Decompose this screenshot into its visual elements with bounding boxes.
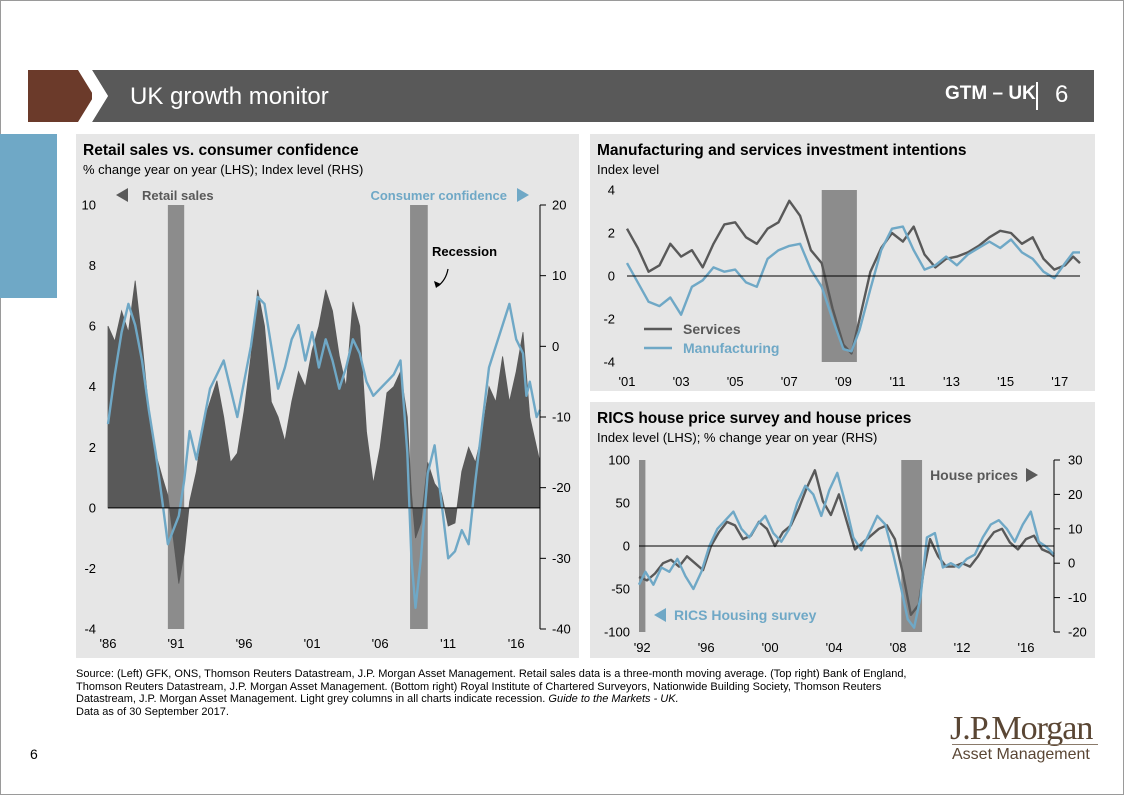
y-tick-label-right: 30 — [1068, 453, 1082, 468]
legend-label-services: Services — [683, 321, 741, 337]
header-page-number: 6 — [1055, 81, 1069, 108]
y-tick-label-left: 0 — [623, 539, 630, 554]
x-tick-label: '11 — [889, 374, 905, 389]
arrow-right-icon — [1026, 468, 1038, 482]
y-tick-label-left: 8 — [89, 258, 96, 273]
retail-chart-panel: Retail sales vs. consumer confidence % c… — [76, 134, 579, 658]
rics-chart-panel: RICS house price survey and house prices… — [590, 402, 1095, 658]
x-tick-label: '03 — [673, 374, 690, 389]
chart-subtitle: Index level — [597, 162, 660, 177]
chart-subtitle: % change year on year (LHS); Index level… — [83, 162, 364, 177]
y-tick-label-left: 2 — [89, 440, 96, 455]
source-text: Source: (Left) GFK, ONS, Thomson Reuters… — [76, 668, 907, 705]
section-tab-label: UK economy — [19, 304, 36, 396]
footer-page-number: 6 — [30, 746, 38, 762]
x-tick-label: '01 — [619, 374, 636, 389]
y-tick-label: 4 — [608, 183, 615, 198]
y-tick-label-left: -100 — [604, 625, 630, 640]
series-label-retail: Retail sales — [142, 188, 214, 203]
x-tick-label: '06 — [372, 636, 389, 651]
y-tick-label-left: -2 — [84, 561, 96, 576]
y-tick-label-right: -30 — [552, 551, 571, 566]
header-brand-block — [28, 70, 92, 122]
chart-title: RICS house price survey and house prices — [597, 410, 912, 427]
recession-label: Recession — [432, 244, 497, 259]
y-tick-label: 0 — [608, 269, 615, 284]
house-prices-line — [638, 469, 1055, 616]
retail-chart-svg: 1086420-2-420100-10-20-30-40'86'91'96'01… — [82, 188, 571, 651]
y-tick-label-left: 100 — [608, 453, 630, 468]
rics-chart-svg: 100500-50-1003020100-10-20'92'96'00'04'0… — [604, 453, 1087, 656]
chart-title: Manufacturing and services investment in… — [597, 142, 967, 159]
y-tick-label-right: -20 — [552, 480, 571, 495]
y-tick-label-left: 10 — [82, 198, 96, 213]
arrow-left-icon — [116, 188, 128, 202]
x-tick-label: '13 — [943, 374, 960, 389]
y-tick-label-left: 50 — [616, 496, 630, 511]
x-tick-label: '05 — [727, 374, 744, 389]
arrow-right-icon — [517, 188, 529, 202]
investment-chart-svg: 4 2 0 -2 -4 '01 '03 '05 '07 '09 '11 '13 '15 '17 Servic… — [603, 183, 1081, 389]
chart-subtitle: Index level (LHS); % change year on year… — [597, 430, 878, 445]
y-tick-label-right: -10 — [1068, 590, 1087, 605]
rics-survey-line — [637, 471, 1055, 629]
y-tick-label-right: 10 — [552, 268, 566, 283]
y-tick-label-left: -4 — [84, 622, 96, 637]
x-tick-label: '86 — [100, 636, 117, 651]
x-tick-label: '09 — [835, 374, 852, 389]
arrow-head-icon — [434, 281, 441, 288]
arrow-left-icon — [654, 608, 666, 622]
y-tick-label-right: 0 — [552, 339, 559, 354]
series-label-rics: RICS Housing survey — [674, 607, 817, 623]
header-separator — [1036, 82, 1038, 110]
y-tick-label-right: -40 — [552, 622, 571, 637]
x-tick-label: '96 — [236, 636, 253, 651]
x-tick-label: '07 — [781, 374, 798, 389]
x-tick-label: '04 — [826, 640, 843, 655]
x-tick-label: '96 — [698, 640, 715, 655]
x-tick-label: '11 — [440, 636, 456, 651]
y-tick-label-left: 0 — [89, 500, 96, 515]
y-tick-label-right: -10 — [552, 410, 571, 425]
brand-logo-subtitle: Asset Management — [952, 746, 1090, 763]
page-title: UK growth monitor — [130, 83, 329, 110]
series-label-house-prices: House prices — [930, 467, 1018, 483]
x-tick-label: '16 — [508, 636, 525, 651]
y-tick-label-left: 6 — [89, 319, 96, 334]
series-label-confidence: Consumer confidence — [370, 188, 507, 203]
x-tick-label: '92 — [634, 640, 651, 655]
section-tab[interactable]: UK economy — [0, 134, 57, 396]
x-tick-label: '01 — [304, 636, 321, 651]
y-tick-label-right: 10 — [1068, 521, 1082, 536]
x-tick-label: '15 — [997, 374, 1014, 389]
y-tick-label-right: 20 — [1068, 487, 1082, 502]
logo-divider — [952, 744, 1098, 745]
y-tick-label-left: 4 — [89, 379, 96, 394]
brand-logo: J.P.Morgan — [950, 710, 1093, 747]
y-tick-label-right: 20 — [552, 198, 566, 213]
source-note: Source: (Left) GFK, ONS, Thomson Reuters… — [76, 668, 936, 718]
header-bar — [92, 70, 1094, 122]
x-tick-label: '16 — [1018, 640, 1035, 655]
y-tick-label-right: 0 — [1068, 556, 1075, 571]
investment-chart-panel: Manufacturing and services investment in… — [590, 134, 1095, 391]
y-tick-label: -2 — [603, 312, 615, 327]
y-tick-label: 2 — [608, 226, 615, 241]
source-date: Data as of 30 September 2017. — [76, 705, 229, 718]
services-line — [625, 199, 1081, 355]
source-italic: Guide to the Markets - UK. — [548, 693, 679, 705]
consumer-confidence-line — [106, 295, 542, 609]
header-code: GTM – UK — [945, 83, 1036, 104]
x-tick-label: '00 — [762, 640, 779, 655]
x-tick-label: '17 — [1051, 374, 1068, 389]
legend-label-manufacturing: Manufacturing — [683, 340, 779, 356]
x-tick-label: '08 — [890, 640, 907, 655]
y-tick-label: -4 — [603, 355, 615, 370]
x-tick-label: '12 — [954, 640, 971, 655]
y-tick-label-right: -20 — [1068, 625, 1087, 640]
chart-title: Retail sales vs. consumer confidence — [83, 142, 359, 159]
y-tick-label-left: -50 — [611, 582, 630, 597]
x-tick-label: '91 — [168, 636, 185, 651]
manufacturing-line — [625, 225, 1080, 353]
